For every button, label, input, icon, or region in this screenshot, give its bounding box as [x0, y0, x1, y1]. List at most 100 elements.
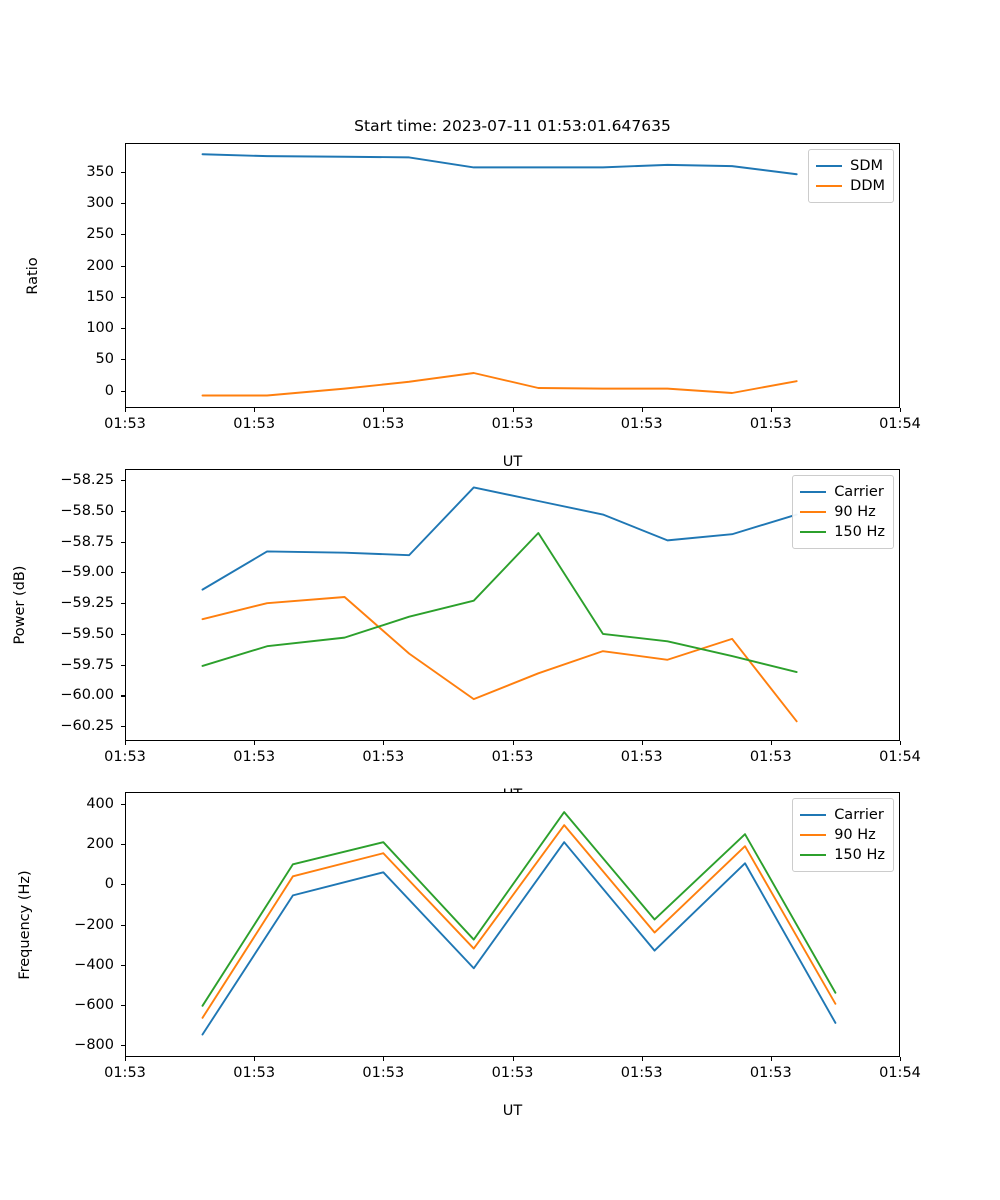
y-tick-label: −58.25 [60, 472, 114, 489]
ratio-subplot: Start time: 2023-07-11 01:53:01.647635 S… [25, 117, 921, 470]
y-tick-mark [121, 964, 125, 966]
y-tick-label: −58.75 [60, 533, 114, 550]
legend-entry[interactable]: DDM [816, 176, 885, 196]
x-tick-mark [770, 741, 772, 745]
legend-label: SDM [850, 157, 884, 174]
legend-label: Carrier [834, 806, 884, 823]
y-tick-mark [121, 603, 125, 605]
series-line-carrier [201, 486, 798, 591]
legend-color-swatch [800, 491, 827, 493]
legend-entry[interactable]: 150 Hz [800, 845, 885, 865]
x-tick-mark [254, 741, 256, 745]
y-tick-label: −60.25 [60, 718, 114, 735]
x-tick-mark [900, 741, 902, 745]
x-tick-label: 01:53 [104, 416, 146, 432]
legend-color-swatch [816, 185, 843, 187]
legend-entry[interactable]: Carrier [800, 482, 885, 502]
ratio-data-lines [201, 153, 798, 397]
series-line-90-hz [201, 596, 798, 723]
legend-color-swatch [816, 165, 843, 167]
x-tick-mark [125, 741, 127, 745]
x-tick-mark [900, 408, 902, 412]
x-tick-label: 01:53 [749, 749, 792, 765]
x-tick-label: 01:53 [233, 749, 276, 765]
y-tick-mark [121, 234, 125, 236]
x-tick-label: 01:53 [749, 416, 792, 432]
x-tick-mark [254, 1057, 256, 1061]
x-tick-mark [512, 1057, 514, 1061]
y-tick-mark [121, 359, 125, 361]
y-tick-label: 350 [86, 163, 114, 180]
y-tick-label: 0 [104, 382, 114, 399]
y-tick-mark [121, 480, 125, 482]
x-tick-label: 01:53 [362, 749, 405, 765]
power-y-axis-label: Power (dB) [12, 565, 28, 645]
x-tick-label: 01:53 [362, 416, 405, 432]
legend-label: 150 Hz [834, 523, 885, 540]
x-tick-label: 01:53 [104, 749, 146, 765]
x-tick-mark [383, 741, 385, 745]
legend-entry[interactable]: Carrier [800, 805, 885, 825]
y-tick-mark [121, 1044, 125, 1047]
x-tick-label: 01:53 [491, 1065, 534, 1081]
y-tick-label: 0 [104, 876, 114, 893]
y-tick-mark [121, 510, 125, 512]
y-tick-label: 200 [86, 257, 114, 274]
legend-color-swatch [800, 854, 827, 856]
y-tick-mark [121, 328, 125, 330]
y-tick-label: −59.75 [60, 656, 114, 673]
ratio-y-axis-label: Ratio [25, 256, 41, 295]
y-tick-label: 250 [86, 226, 114, 243]
series-line-90-hz [201, 824, 837, 1019]
series-line-150-hz [201, 532, 798, 674]
y-tick-mark [121, 664, 125, 666]
legend-label: DDM [850, 177, 885, 194]
frequency-legend[interactable]: Carrier 90 Hz 150 Hz [792, 798, 894, 872]
y-tick-mark [121, 390, 125, 392]
legend-entry[interactable]: 150 Hz [800, 522, 885, 542]
x-tick-label: 01:54 [879, 1065, 921, 1081]
frequency-subplot: Carrier 90 Hz 150 Hz Frequency (Hz) UT −80… [17, 792, 921, 1119]
y-tick-mark [121, 203, 125, 205]
x-tick-label: 01:53 [233, 416, 276, 432]
legend-entry[interactable]: 90 Hz [800, 825, 885, 845]
series-line-ddm [201, 372, 798, 397]
y-tick-mark [121, 695, 125, 697]
power-legend[interactable]: Carrier 90 Hz 150 Hz [792, 475, 894, 549]
y-tick-mark [121, 1004, 125, 1006]
x-tick-mark [254, 408, 256, 412]
x-tick-mark [125, 408, 127, 412]
y-tick-label: −60.00 [60, 687, 114, 704]
x-tick-label: 01:53 [620, 749, 663, 765]
y-tick-label: −800 [74, 1036, 114, 1053]
y-tick-mark [121, 726, 125, 728]
y-tick-mark [121, 572, 125, 574]
legend-label: 90 Hz [834, 503, 876, 520]
x-tick-label: 01:53 [233, 1065, 276, 1081]
legend-color-swatch [800, 511, 827, 513]
ratio-legend[interactable]: SDM DDM [808, 149, 894, 203]
x-tick-label: 01:53 [620, 1065, 663, 1081]
power-data-lines [201, 486, 798, 723]
x-tick-label: 01:53 [491, 416, 534, 432]
ratio-axes-frame [125, 143, 900, 408]
legend-entry[interactable]: 90 Hz [800, 502, 885, 522]
x-tick-label: 01:53 [749, 1065, 792, 1081]
y-tick-label: −59.00 [60, 564, 114, 581]
y-tick-mark [121, 171, 125, 173]
y-tick-mark [121, 265, 125, 267]
y-tick-label: −400 [74, 956, 114, 973]
frequency-y-axis-label: Frequency (Hz) [17, 869, 33, 980]
legend-color-swatch [800, 814, 827, 816]
y-tick-label: −200 [74, 916, 114, 933]
x-tick-mark [383, 1057, 385, 1061]
y-tick-label: −600 [74, 996, 114, 1013]
y-tick-mark [121, 633, 125, 636]
legend-entry[interactable]: SDM [816, 156, 885, 176]
x-tick-mark [641, 1057, 643, 1061]
x-tick-label: 01:53 [620, 416, 663, 432]
ratio-x-axis-label: UT [502, 454, 523, 470]
x-tick-mark [770, 1057, 772, 1061]
x-tick-label: 01:53 [491, 749, 534, 765]
